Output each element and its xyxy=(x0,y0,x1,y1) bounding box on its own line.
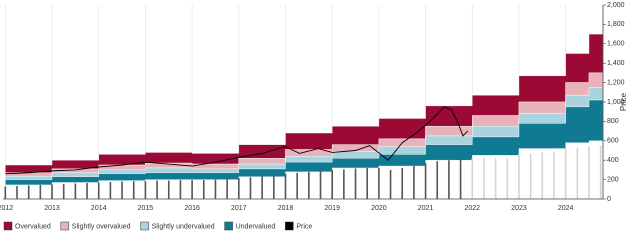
bar xyxy=(97,182,100,199)
bar xyxy=(144,181,147,199)
bar xyxy=(436,161,439,199)
x-tick-label: 2024 xyxy=(558,205,574,212)
bar xyxy=(366,167,369,199)
legend-swatch xyxy=(140,221,149,231)
bar xyxy=(191,180,193,199)
bar xyxy=(576,147,579,199)
bar xyxy=(378,167,380,199)
bar xyxy=(506,158,509,199)
legend-swatch xyxy=(285,221,294,231)
x-tick-label: 2022 xyxy=(464,205,480,212)
bar xyxy=(448,160,450,199)
legend-label: Overvalued xyxy=(15,223,51,230)
bar xyxy=(284,173,287,199)
bar xyxy=(109,182,112,199)
legend-label: Slightly overvalued xyxy=(72,223,131,230)
bar xyxy=(296,172,298,199)
bar xyxy=(424,163,427,199)
bar xyxy=(74,183,77,199)
y-axis-label: Price xyxy=(619,92,628,111)
bar xyxy=(16,185,18,199)
bar xyxy=(27,185,30,199)
x-tick-label: 2018 xyxy=(278,205,294,212)
y-tick-label: 1,000 xyxy=(607,99,625,106)
bar xyxy=(319,170,322,199)
y-tick-label: 400 xyxy=(607,157,619,164)
bar xyxy=(354,168,357,199)
bar xyxy=(343,169,345,199)
x-tick-label: 2016 xyxy=(184,205,200,212)
bar xyxy=(121,181,123,199)
bar xyxy=(588,146,590,199)
y-tick-label: 1,800 xyxy=(607,21,625,28)
x-tick-label: 2023 xyxy=(511,205,527,212)
bar xyxy=(541,152,544,199)
y-tick-label: 1,200 xyxy=(607,79,625,86)
bar xyxy=(214,179,217,199)
bar xyxy=(179,180,182,199)
legend-label: Price xyxy=(296,223,312,230)
bar xyxy=(62,183,65,199)
bar xyxy=(39,184,42,199)
bar xyxy=(132,181,135,199)
x-tick-label: 2021 xyxy=(418,205,434,212)
x-tick-label: 2014 xyxy=(91,205,107,212)
bar xyxy=(401,167,404,199)
y-tick-label: 1,400 xyxy=(607,60,625,67)
bar xyxy=(331,169,333,199)
x-tick-label: 2015 xyxy=(138,205,154,212)
bar xyxy=(308,171,310,199)
x-tick-label: 2019 xyxy=(324,205,340,212)
bar xyxy=(459,159,462,199)
y-tick-label: 1,600 xyxy=(607,41,625,48)
bar xyxy=(261,176,263,199)
legend-swatch xyxy=(3,221,13,231)
bar xyxy=(413,166,415,199)
bar xyxy=(529,153,532,199)
x-tick-label: 2013 xyxy=(44,205,60,212)
bar xyxy=(553,151,555,199)
bar xyxy=(51,184,53,199)
bar xyxy=(471,158,474,199)
y-tick-label: 200 xyxy=(607,176,619,183)
x-tick-label: 2012 xyxy=(0,205,13,212)
y-tick-label: 2,000 xyxy=(607,2,625,9)
price-line xyxy=(5,106,468,175)
legend-label: Undervalued xyxy=(236,223,276,230)
bar xyxy=(389,169,392,199)
bar xyxy=(564,148,567,199)
bar xyxy=(156,180,158,199)
y-tick-label: 600 xyxy=(607,138,619,145)
bar xyxy=(249,177,252,199)
x-tick-label: 2020 xyxy=(371,205,387,212)
bar xyxy=(86,182,88,199)
bar xyxy=(237,178,240,199)
y-tick-label: 800 xyxy=(607,118,619,125)
bar xyxy=(483,158,485,199)
bar xyxy=(518,154,520,199)
bar xyxy=(273,175,275,199)
legend-label: Slightly undervalued xyxy=(152,223,215,230)
legend-swatch xyxy=(60,221,70,231)
bar xyxy=(599,145,602,199)
bar xyxy=(167,180,170,199)
bar xyxy=(4,186,7,199)
x-tick-label: 2017 xyxy=(231,205,247,212)
bar xyxy=(202,180,205,199)
legend-swatch xyxy=(224,221,233,231)
bar xyxy=(226,179,228,199)
bar xyxy=(494,158,497,199)
y-tick-label: 0 xyxy=(607,196,611,203)
